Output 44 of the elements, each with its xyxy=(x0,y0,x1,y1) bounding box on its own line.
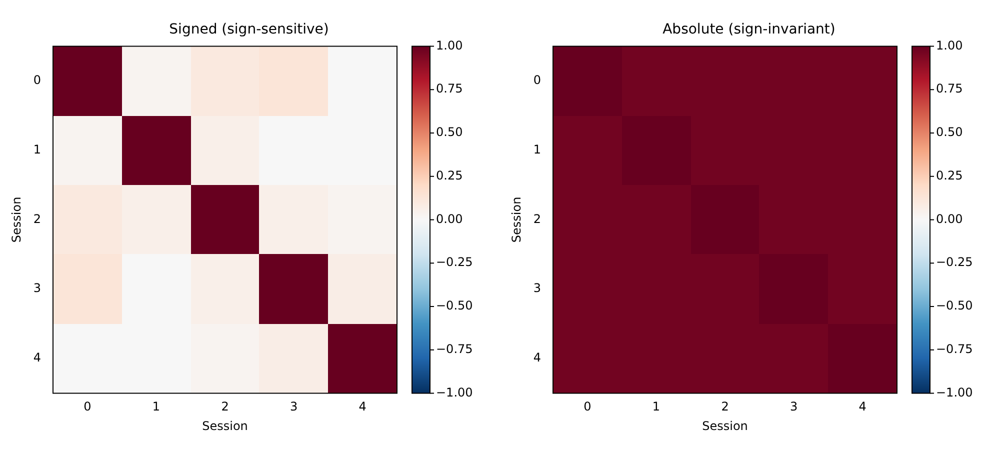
color-bar-label: −0.75 xyxy=(436,342,473,356)
color-bar-label: 0.75 xyxy=(436,82,463,96)
x-tick-label: 3 xyxy=(290,400,298,414)
color-bar-label: −0.25 xyxy=(936,255,973,270)
x-tick-label: 4 xyxy=(358,400,366,414)
x-tick-label: 4 xyxy=(858,400,866,414)
color-bar-label: −1.00 xyxy=(436,385,473,400)
color-bar-label: 0.75 xyxy=(936,82,963,96)
y-tick-label: 0 xyxy=(533,73,541,88)
color-bar-label: 0.50 xyxy=(436,125,463,140)
y-tick-label: 4 xyxy=(533,350,541,365)
y-tick-label: 4 xyxy=(33,350,41,365)
x-axis-title: Session xyxy=(702,418,748,433)
y-tick-label: 2 xyxy=(33,212,41,226)
x-tick-label: 0 xyxy=(584,400,592,414)
chart-title: Signed (sign-sensitive) xyxy=(169,21,329,38)
color-bar-label: 0.00 xyxy=(436,212,463,226)
color-bar-label: 0.25 xyxy=(436,168,463,182)
color-bar-label: 0.25 xyxy=(936,168,963,182)
color-bar-label: 0.00 xyxy=(936,212,963,226)
color-bar-label: 1.00 xyxy=(436,38,463,52)
x-tick-label: 1 xyxy=(652,400,660,414)
x-tick-label: 0 xyxy=(84,400,92,414)
x-tick-label: 1 xyxy=(152,400,160,414)
y-tick-label: 1 xyxy=(533,142,541,156)
color-bar-label: −0.50 xyxy=(936,298,973,313)
y-axis-title: Session xyxy=(509,196,524,243)
x-axis-title: Session xyxy=(202,418,248,433)
x-tick-label: 2 xyxy=(721,400,729,414)
color-bar-label: −1.00 xyxy=(936,385,973,400)
x-tick-label: 2 xyxy=(221,400,229,414)
color-bar-label: 0.50 xyxy=(936,125,963,140)
y-tick-label: 2 xyxy=(533,212,541,226)
y-tick-label: 0 xyxy=(33,73,41,88)
chart-title: Absolute (sign-invariant) xyxy=(662,21,836,38)
color-bar-label: −0.25 xyxy=(436,255,473,270)
color-bar-label: −0.50 xyxy=(436,298,473,313)
color-bar-label: −0.75 xyxy=(936,342,973,356)
y-tick-label: 3 xyxy=(533,281,541,296)
color-bar-label: 1.00 xyxy=(936,38,963,52)
y-tick-label: 1 xyxy=(33,142,41,156)
x-tick-label: 3 xyxy=(790,400,798,414)
y-axis-title: Session xyxy=(9,196,24,243)
y-tick-label: 3 xyxy=(33,281,41,296)
